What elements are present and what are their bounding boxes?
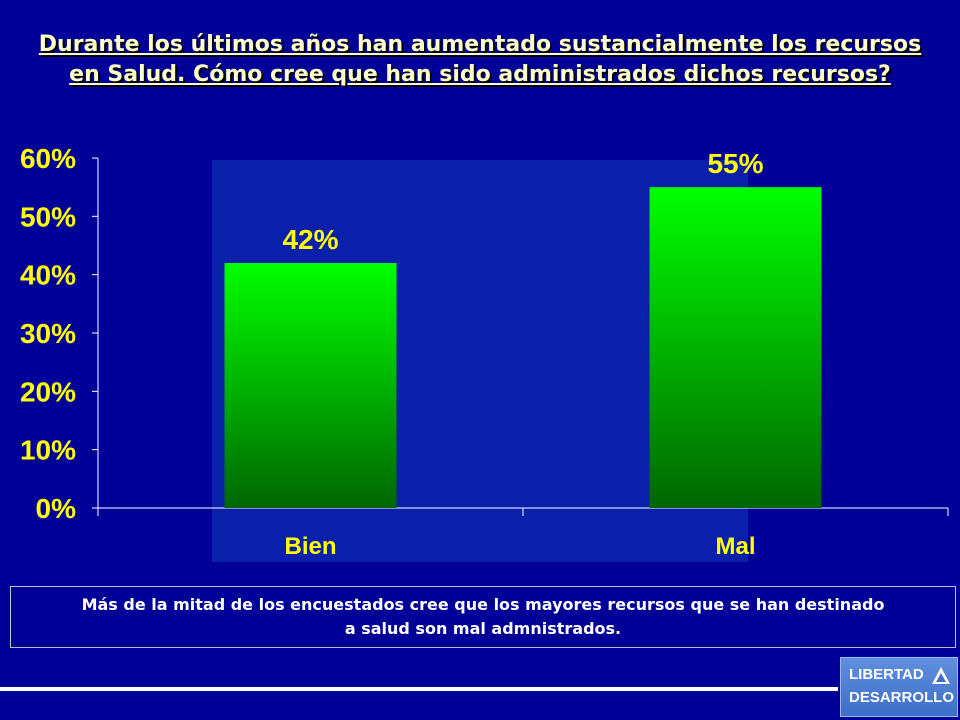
bar	[649, 187, 822, 508]
bar	[224, 263, 397, 508]
category-label: Mal	[715, 533, 755, 560]
y-tick-label: 20%	[20, 376, 76, 407]
footer-divider	[0, 687, 838, 691]
y-tick-label: 50%	[20, 201, 76, 232]
logo-text-line-2: DESARROLLO	[849, 689, 954, 706]
note-line-2: a salud son mal admnistrados.	[344, 619, 622, 638]
data-label: 42%	[282, 224, 338, 255]
title-line-2: en Salud. Cómo cree que han sido adminis…	[69, 62, 891, 87]
summary-note: Más de la mitad de los encuestados cree …	[10, 586, 956, 648]
title-line-1: Durante los últimos años han aumentado s…	[38, 32, 922, 57]
y-tick-label: 30%	[20, 318, 76, 349]
logo-text-line-1: LIBERTAD	[849, 666, 924, 683]
bar-chart: 0% 10% 20% 30% 40% 50% 60% 42% Bien 55% Mal	[20, 143, 949, 562]
y-tick-label: 60%	[20, 143, 76, 174]
libertad-desarrollo-logo: LIBERTAD DESARROLLO	[840, 657, 958, 717]
y-tick-label: 10%	[20, 435, 76, 466]
triangle-logo-icon	[932, 667, 950, 684]
data-label: 55%	[707, 148, 763, 179]
note-line-1: Más de la mitad de los encuestados cree …	[81, 595, 885, 614]
category-label: Bien	[284, 533, 336, 560]
y-tick-label: 40%	[20, 260, 76, 291]
slide-title: Durante los últimos años han aumentado s…	[0, 30, 960, 90]
y-tick-label: 0%	[36, 493, 77, 524]
